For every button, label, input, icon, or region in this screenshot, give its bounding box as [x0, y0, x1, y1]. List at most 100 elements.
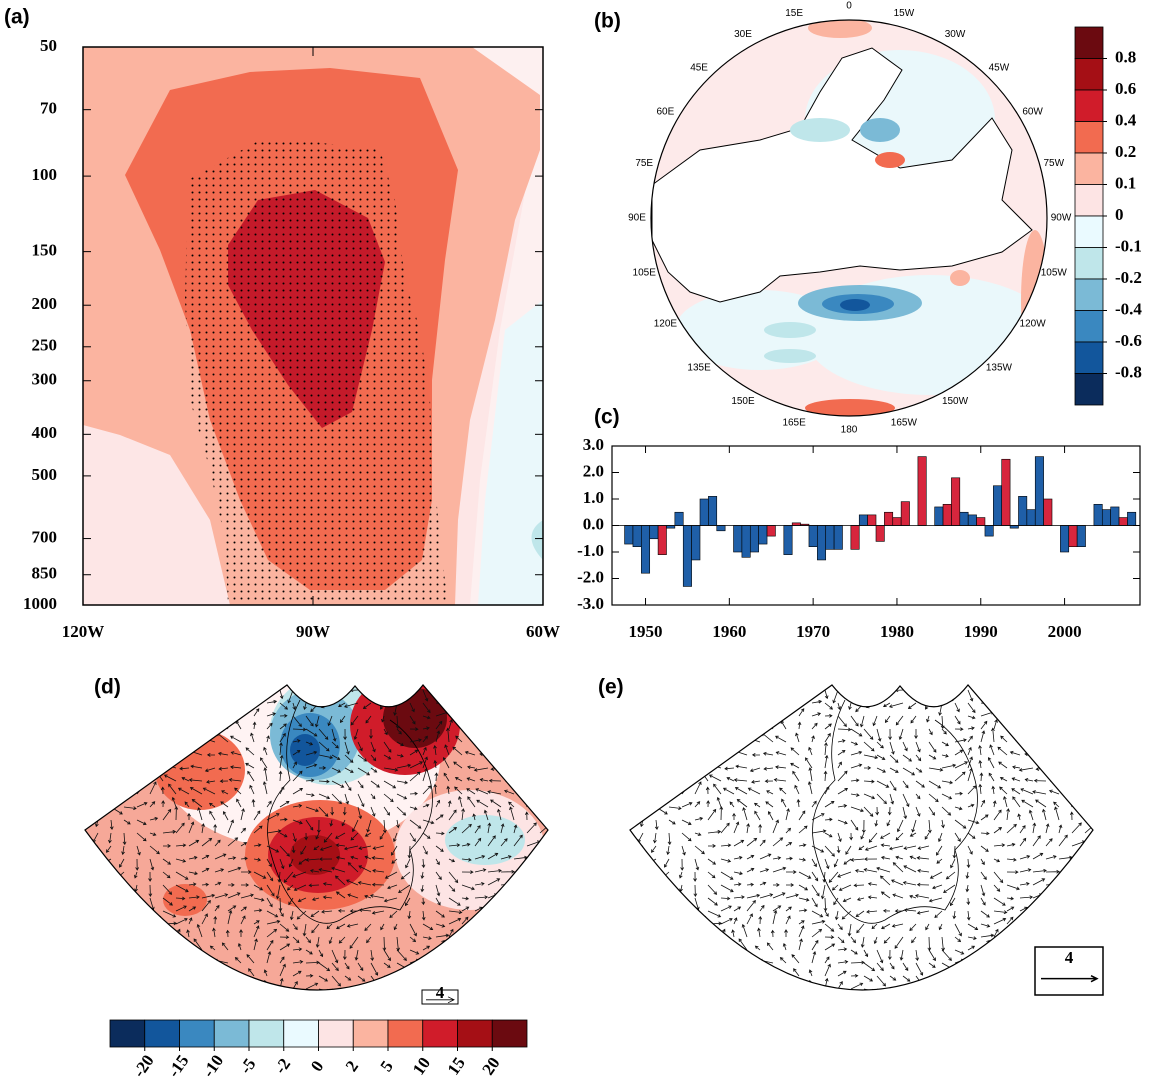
x-tick-label: 1970 [796, 622, 830, 641]
reference-label: 4 [436, 983, 445, 1002]
bar [1111, 507, 1119, 526]
bar [1119, 518, 1127, 526]
bar [977, 518, 985, 526]
panel-label: (a) [4, 6, 30, 29]
bar [742, 526, 750, 558]
colorbar-box [249, 1020, 284, 1047]
y-tick-label: 50 [40, 36, 57, 55]
bar [918, 457, 926, 526]
y-tick-label: 400 [32, 423, 58, 442]
bar [901, 502, 909, 526]
x-tick-label: 1980 [880, 622, 914, 641]
longitude-label: 60W [1022, 107, 1043, 118]
bar [868, 515, 876, 526]
bar [708, 496, 716, 525]
map-shading [445, 815, 525, 865]
bar [784, 526, 792, 555]
colorbar-box [423, 1020, 458, 1047]
figure: (a)(b)(c)(d)(e)5070100150200250300400500… [0, 0, 1149, 1085]
y-tick-label: 1000 [23, 594, 57, 613]
bar [834, 526, 842, 550]
y-tick-label: 150 [32, 241, 58, 260]
longitude-label: 165W [891, 417, 918, 428]
panel-label: (e) [598, 676, 624, 699]
bar [1027, 510, 1035, 526]
map-field [71, 670, 553, 997]
colorbar-label: -5 [236, 1055, 260, 1078]
y-tick-label: 3.0 [583, 435, 604, 454]
longitude-label: 45E [690, 63, 708, 74]
bar [1102, 510, 1110, 526]
colorbar-label: 20 [478, 1054, 503, 1079]
map-shading [764, 349, 816, 363]
bar [826, 526, 834, 550]
map-field [616, 684, 1098, 997]
bar [700, 499, 708, 526]
y-tick-label: 850 [32, 564, 58, 583]
map-shading [290, 734, 320, 766]
colorbar-label: -0.8 [1115, 362, 1142, 381]
bar [859, 515, 867, 526]
colorbar-label: 5 [376, 1057, 396, 1075]
colorbar-label: 10 [409, 1054, 434, 1079]
bar [876, 526, 884, 542]
colorbar-box [1075, 311, 1103, 343]
colorbar-label: -0.4 [1115, 299, 1142, 318]
map-shading [805, 399, 895, 417]
bar [675, 512, 683, 525]
x-tick-label: 120W [62, 622, 105, 641]
y-tick-label: -3.0 [577, 594, 604, 613]
colorbar-box [492, 1020, 527, 1047]
bar [943, 504, 951, 525]
longitude-label: 105E [633, 268, 657, 279]
bar [625, 526, 633, 545]
bar [993, 486, 1001, 526]
longitude-label: 15W [894, 8, 915, 19]
colorbar-box [1075, 374, 1103, 406]
colorbar-label: 2 [342, 1057, 362, 1075]
colorbar-box [214, 1020, 249, 1047]
bar [1069, 526, 1077, 547]
reference-label: 4 [1065, 948, 1074, 967]
colorbar-box [319, 1020, 354, 1047]
bar [935, 507, 943, 526]
map-shading [383, 688, 447, 748]
longitude-label: 75E [635, 158, 653, 169]
colorbar-label: -15 [164, 1051, 193, 1080]
colorbar-label: 0 [1115, 205, 1124, 224]
map-field [651, 18, 1055, 417]
colorbar-box [1075, 153, 1103, 185]
map-shading [764, 322, 816, 338]
y-tick-label: -2.0 [577, 567, 604, 586]
bar [1077, 526, 1085, 547]
colorbar-label: 0.1 [1115, 173, 1136, 192]
bar [1060, 526, 1068, 553]
longitude-label: 75W [1043, 158, 1064, 169]
map-shading [875, 152, 905, 168]
colorbar-box [1075, 90, 1103, 122]
map-shading [163, 884, 207, 916]
x-tick-label: 2000 [1048, 622, 1082, 641]
bar [960, 512, 968, 525]
bar [1018, 496, 1026, 525]
longitude-label: 30E [734, 29, 752, 40]
colorbar-box [145, 1020, 180, 1047]
colorbar-box [388, 1020, 423, 1047]
colorbar-box [1075, 185, 1103, 217]
longitude-label: 105W [1041, 268, 1068, 279]
x-tick-label: 1990 [964, 622, 998, 641]
colorbar-label: -2 [271, 1055, 295, 1078]
bar [1094, 504, 1102, 525]
bar [951, 478, 959, 526]
x-tick-label: 1950 [629, 622, 663, 641]
colorbar-label: 0.4 [1115, 110, 1137, 129]
longitude-label: 165E [782, 417, 806, 428]
colorbar-box [353, 1020, 388, 1047]
panel-label: (c) [594, 406, 620, 429]
bar [1044, 499, 1052, 526]
panel-label: (b) [594, 10, 621, 33]
bar [650, 526, 658, 539]
colorbar-box [180, 1020, 215, 1047]
y-tick-label: 700 [32, 527, 58, 546]
longitude-label: 45W [989, 63, 1010, 74]
